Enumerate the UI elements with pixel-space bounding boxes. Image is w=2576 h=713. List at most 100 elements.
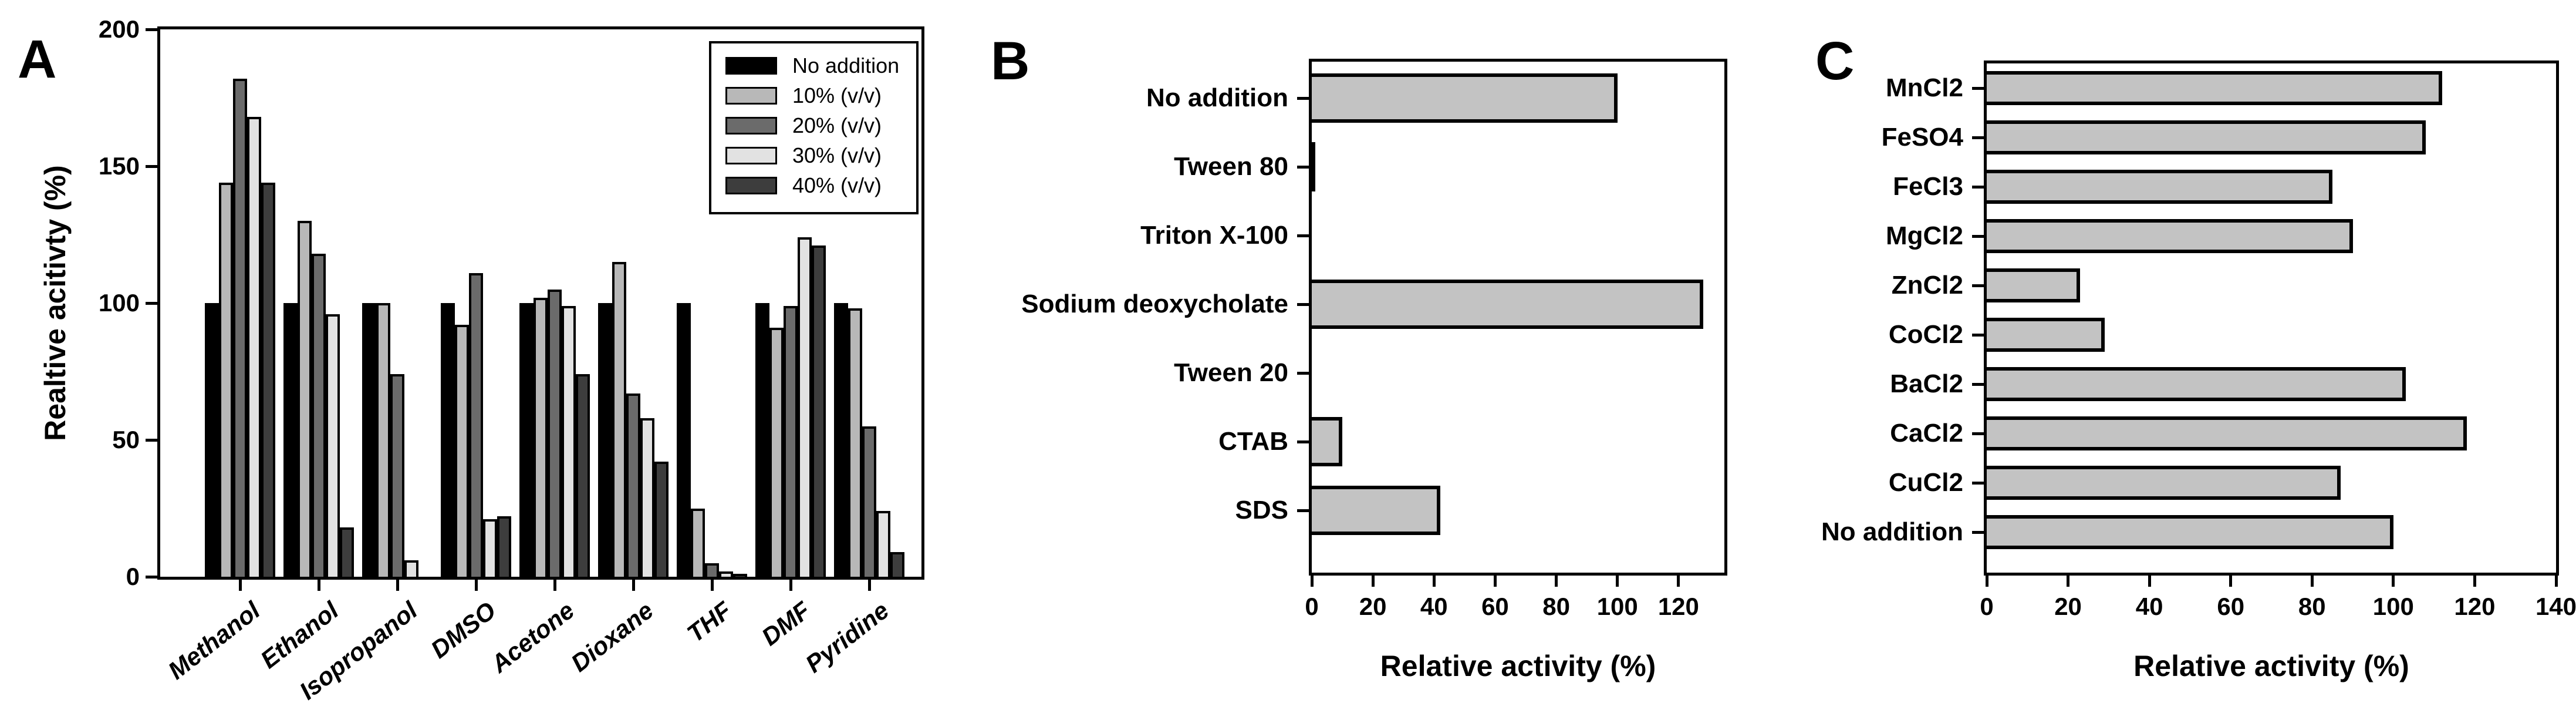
panel-c-letter: C — [1815, 31, 1855, 91]
panel-a-legend: No addition 10% (v/v) 20% (v/v) 30% (v/v) 40… — [709, 41, 919, 214]
bar-dmf-30-v-v — [798, 237, 812, 577]
panel-c-x-tick-label-60: 60 — [2217, 593, 2245, 620]
legend-label-no-addition: No addition — [792, 53, 900, 78]
bar-thf-40-v-v — [733, 574, 747, 577]
panel-a-y-tick-0 — [146, 575, 157, 579]
panel-b-x-tick-40 — [1432, 575, 1436, 587]
panel-b-x-tick-label-80: 80 — [1542, 593, 1570, 620]
panel-a-x-tick-pyridine — [867, 579, 871, 591]
bar-dmf-10-v-v — [769, 327, 784, 577]
bar-cacl2 — [1987, 416, 2467, 450]
panel-a-y-tick-150 — [146, 164, 157, 168]
panel-b-x-tick-label-40: 40 — [1420, 593, 1448, 620]
panel-b-category-label-no-addition: No addition — [1146, 83, 1288, 112]
panel-c-category-tick-cacl2 — [1972, 432, 1984, 435]
bar-pyridine-10-v-v — [848, 308, 862, 577]
panel-a-y-tick-200 — [146, 28, 157, 31]
panel-b-category-tick-tween-80 — [1297, 165, 1309, 169]
bar-acetone-40-v-v — [576, 374, 590, 577]
panel-c-category-label-feso4: FeSO4 — [1881, 123, 1963, 152]
panel-b-plot-area — [1297, 59, 1727, 587]
bar-ctab — [1312, 417, 1343, 466]
panel-a-letter: A — [18, 29, 57, 89]
bar-no-addition — [1312, 73, 1618, 123]
panel-c-category-label-mgcl2: MgCl2 — [1886, 221, 1963, 250]
panel-c-x-tick-label-0: 0 — [1980, 593, 1994, 620]
panel-a-y-tick-label-200: 200 — [98, 15, 140, 43]
panel-c-x-tick-80 — [2310, 575, 2314, 587]
panel-b-category-tick-ctab — [1297, 440, 1309, 443]
panel-a-x-tick-methanol — [238, 579, 242, 591]
panel-b-x-tick-80 — [1555, 575, 1558, 587]
legend-swatch-40-v-v — [725, 177, 777, 194]
legend-swatch-20-v-v — [725, 117, 777, 134]
panel-c-category-label-cucl2: CuCl2 — [1888, 468, 1963, 497]
bar-dmso-30-v-v — [483, 519, 497, 577]
panel-c-category-tick-feso4 — [1972, 136, 1984, 139]
panel-c-x-tick-label-140: 140 — [2535, 593, 2576, 620]
bar-dmf-no-addition — [755, 303, 769, 577]
panel-b-category-tick-sds — [1297, 509, 1309, 512]
panel-b-category-label-sodium-deoxycholate: Sodium deoxycholate — [1021, 290, 1288, 318]
legend-item-no-addition: No addition — [725, 54, 899, 78]
panel-c-category-tick-cocl2 — [1972, 333, 1984, 337]
panel-a-x-tick-dmf — [789, 579, 792, 591]
panel-c-x-axis-title: Relative activity (%) — [2133, 650, 2409, 682]
panel-a-category-label-dmf: DMF — [756, 596, 816, 651]
bar-ethanol-20-v-v — [312, 254, 326, 577]
bar-dmso-10-v-v — [455, 325, 469, 577]
panel-c-category-tick-mncl2 — [1972, 86, 1984, 90]
bar-dioxane-no-addition — [598, 303, 612, 577]
bar-ethanol-no-addition — [283, 303, 298, 577]
bar-dioxane-10-v-v — [612, 262, 626, 577]
panel-b-x-axis-title: Relative activity (%) — [1380, 650, 1656, 682]
bar-thf-20-v-v — [705, 563, 719, 577]
panel-c-x-tick-label-80: 80 — [2298, 593, 2326, 620]
panel-c-x-tick-140 — [2554, 575, 2558, 587]
bar-fecl3 — [1987, 170, 2332, 204]
bar-dmf-40-v-v — [812, 245, 826, 577]
panel-a-x-tick-ethanol — [317, 579, 320, 591]
panel-a-y-tick-label-50: 50 — [112, 426, 140, 453]
panel-b-x-tick-60 — [1493, 575, 1497, 587]
bar-isopropanol-10-v-v — [376, 303, 390, 577]
panel-c-x-tick-0 — [1985, 575, 1988, 587]
bar-acetone-20-v-v — [548, 289, 562, 577]
bar-dmf-20-v-v — [784, 305, 798, 577]
bar-methanol-30-v-v — [247, 117, 261, 577]
bar-sodium-deoxycholate — [1312, 280, 1703, 329]
panel-b-x-tick-label-120: 120 — [1657, 593, 1699, 620]
bar-dmso-no-addition — [441, 303, 455, 577]
bar-no-addition — [1987, 515, 2393, 549]
panel-a-category-label-dioxane: Dioxane — [565, 596, 659, 677]
bar-methanol-no-addition — [205, 303, 219, 577]
bar-pyridine-no-addition — [834, 303, 848, 577]
panel-a-category-label-methanol: Methanol — [163, 596, 265, 685]
panel-c-category-label-cacl2: CaCl2 — [1890, 419, 1963, 448]
panel-c-x-tick-40 — [2148, 575, 2151, 587]
panel-b-category-label-tween-80: Tween 80 — [1174, 152, 1288, 181]
panel-b-x-tick-label-20: 20 — [1359, 593, 1387, 620]
bar-thf-10-v-v — [691, 508, 705, 577]
panel-c-plot-area — [1972, 60, 2559, 587]
panel-a-x-tick-acetone — [553, 579, 556, 591]
bar-zncl2 — [1987, 268, 2081, 302]
bar-tween-80 — [1312, 142, 1315, 191]
legend-label-40-v-v: 40% (v/v) — [792, 173, 882, 197]
bar-isopropanol-no-addition — [362, 303, 376, 577]
bar-acetone-30-v-v — [562, 305, 576, 577]
panel-a-y-tick-100 — [146, 301, 157, 305]
bar-ethanol-30-v-v — [326, 314, 340, 577]
legend-label-10-v-v: 10% (v/v) — [792, 83, 882, 107]
panel-b-x-tick-0 — [1310, 575, 1314, 587]
panel-a-y-tick-label-150: 150 — [98, 152, 140, 180]
panel-b-category-label-ctab: CTAB — [1218, 427, 1288, 456]
bar-mgcl2 — [1987, 219, 2353, 253]
panel-c-x-tick-label-40: 40 — [2135, 593, 2163, 620]
panel-b-category-label-triton-x-100: Triton X-100 — [1140, 221, 1288, 250]
panel-a-x-tick-dmso — [474, 579, 478, 591]
panel-c-category-label-bacl2: BaCl2 — [1890, 369, 1963, 398]
panel-b-category-tick-tween-20 — [1297, 371, 1309, 375]
bar-methanol-10-v-v — [219, 182, 233, 577]
